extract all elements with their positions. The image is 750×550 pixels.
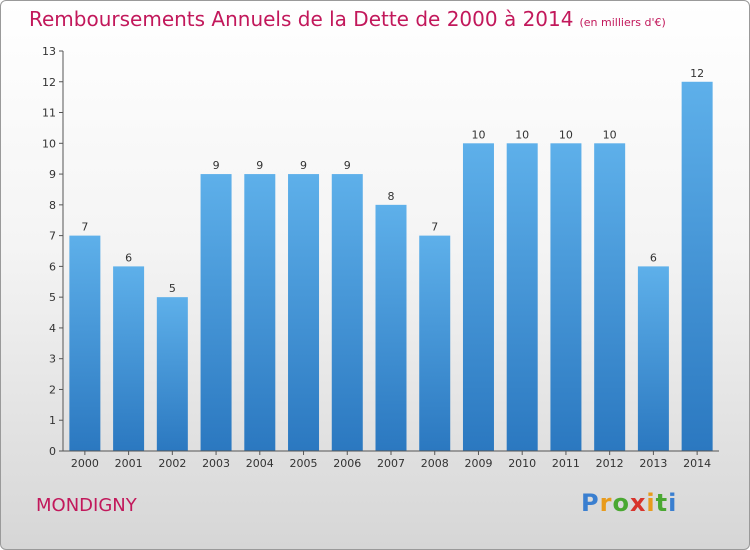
data-label: 7	[431, 221, 438, 234]
y-tick-label: 3	[49, 353, 56, 366]
bar	[375, 204, 407, 451]
proxiti-logo[interactable]: Proxiti	[581, 489, 677, 517]
x-tick-label: 2011	[552, 457, 580, 470]
y-tick-label: 4	[49, 322, 56, 335]
y-tick-label: 1	[49, 414, 56, 427]
y-tick-label: 7	[49, 230, 56, 243]
bar	[637, 266, 669, 451]
y-tick-label: 0	[49, 445, 56, 458]
x-tick-label: 2000	[71, 457, 99, 470]
x-tick-label: 2005	[290, 457, 318, 470]
bar	[419, 235, 451, 451]
bar	[288, 174, 320, 452]
logo-letter: i	[646, 489, 656, 517]
y-tick-label: 6	[49, 260, 56, 273]
bar	[200, 174, 232, 452]
logo-letter: i	[668, 489, 678, 517]
data-label: 9	[300, 159, 307, 172]
bar	[550, 143, 582, 452]
bar	[594, 143, 626, 452]
logo-letter: t	[655, 489, 669, 517]
bar	[69, 235, 101, 451]
x-tick-label: 2004	[246, 457, 274, 470]
x-tick-label: 2014	[683, 457, 711, 470]
bar	[156, 297, 188, 451]
bar	[113, 266, 145, 451]
x-tick-label: 2008	[421, 457, 449, 470]
data-label: 7	[81, 221, 88, 234]
y-tick-label: 9	[49, 168, 56, 181]
data-label: 12	[690, 67, 704, 80]
commune-name: MONDIGNY	[36, 495, 137, 516]
bar	[244, 174, 276, 452]
data-label: 10	[603, 128, 617, 141]
x-tick-label: 2002	[158, 457, 186, 470]
logo-letter: r	[599, 489, 613, 517]
bar	[331, 174, 363, 452]
bar	[506, 143, 538, 452]
x-tick-label: 2012	[596, 457, 624, 470]
chart-unit: (en milliers d'€)	[579, 16, 666, 29]
x-tick-label: 2006	[333, 457, 361, 470]
y-tick-label: 10	[42, 137, 56, 150]
y-tick-label: 8	[49, 199, 56, 212]
bar	[462, 143, 494, 452]
chart-title-text: Remboursements Annuels de la Dette de 20…	[29, 7, 574, 31]
logo-letter: P	[581, 489, 600, 517]
x-tick-label: 2013	[639, 457, 667, 470]
bars: 7 6 5 9 9 9 9 8 7 10 10 10 10 6 12	[69, 67, 713, 452]
y-tick-label: 11	[42, 107, 56, 120]
y-tick-label: 12	[42, 76, 56, 89]
logo-letter: o	[612, 489, 630, 517]
data-label: 5	[169, 282, 176, 295]
data-label: 6	[650, 251, 657, 264]
x-tick-label: 2010	[508, 457, 536, 470]
x-axis: 2000 2001 2002 2003 2004 2005 2006 2007 2008 2009…	[63, 450, 719, 470]
x-tick-label: 2007	[377, 457, 405, 470]
x-tick-label: 2003	[202, 457, 230, 470]
y-tick-label: 2	[49, 383, 56, 396]
data-label: 10	[515, 128, 529, 141]
y-tick-label: 13	[42, 45, 56, 58]
bar	[681, 81, 713, 452]
data-label: 6	[125, 251, 132, 264]
data-label: 9	[344, 159, 351, 172]
x-tick-label: 2009	[464, 457, 492, 470]
x-tick-label: 2001	[115, 457, 143, 470]
data-label: 9	[256, 159, 263, 172]
data-label: 8	[388, 190, 395, 203]
data-label: 10	[471, 128, 485, 141]
chart-title: Remboursements Annuels de la Dette de 20…	[29, 7, 666, 31]
logo-letter: x	[629, 489, 647, 517]
data-label: 10	[559, 128, 573, 141]
data-label: 9	[213, 159, 220, 172]
y-tick-label: 5	[49, 291, 56, 304]
